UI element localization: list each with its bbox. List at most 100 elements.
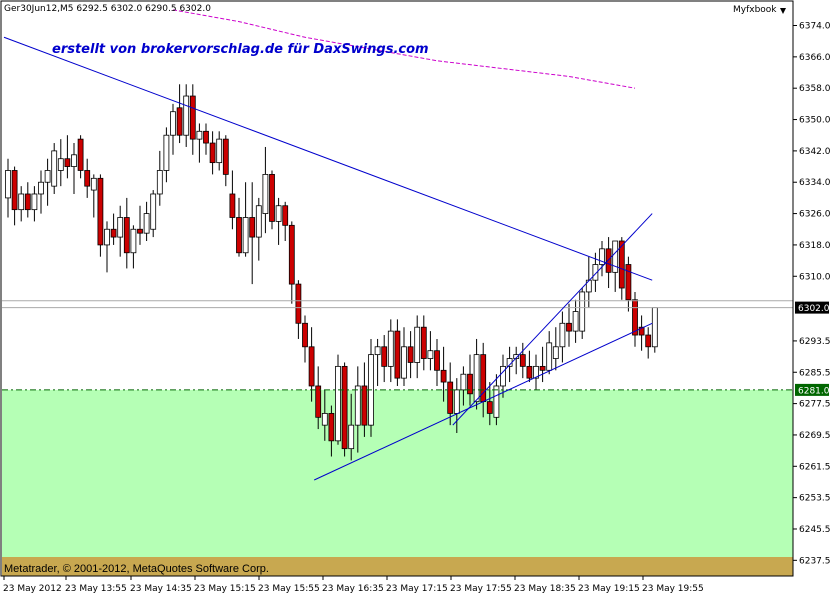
candle (374, 338, 381, 386)
x-tick-label: 23 May 19:55 (642, 584, 704, 594)
candle (163, 127, 170, 183)
candle (249, 182, 256, 285)
annotation-text: erstellt von brokervorschlag.de für DaxS… (52, 42, 429, 57)
candle-body-bull (143, 213, 150, 234)
y-tick-label: 6334.0 (799, 178, 831, 188)
candle (493, 374, 500, 426)
candle-body-bull (216, 138, 223, 164)
broker-arrow-icon (780, 8, 786, 14)
candle (236, 197, 242, 257)
candle-body-bear (645, 334, 652, 348)
candle (302, 315, 308, 363)
candle-body-bull (348, 424, 355, 450)
candle (209, 131, 216, 175)
x-tick-label: 23 May 19:15 (578, 584, 640, 594)
candle (579, 288, 586, 339)
candle-body-bull (130, 228, 137, 254)
candle (269, 170, 275, 230)
candle (189, 84, 196, 155)
x-tick-label: 23 May 18:35 (514, 584, 576, 594)
candle-body-bear (64, 158, 71, 167)
candle (5, 158, 11, 218)
candle-body-bear (526, 365, 533, 379)
candle-body-bear (295, 283, 302, 324)
x-tick-label: 23 May 16:35 (322, 584, 384, 594)
x-tick-label: 23 May 15:15 (194, 584, 256, 594)
candle-body-bull (31, 193, 38, 211)
candle (440, 346, 447, 402)
candle (44, 158, 51, 206)
candle (242, 182, 249, 257)
candle-body-bull (255, 205, 262, 238)
candle-body-bull (651, 307, 658, 348)
candle-body-bear (236, 217, 242, 254)
candle-body-bull (242, 217, 249, 254)
trendline (452, 213, 653, 426)
candle-body-bear (123, 217, 130, 254)
candle (255, 197, 262, 261)
candle (335, 354, 341, 445)
candle-body-bear (288, 224, 295, 285)
symbol-header: Ger30Jun12,M5 6292.5 6302.0 6290.5 6302.… (4, 4, 211, 14)
candle-body-bull (90, 177, 97, 191)
candle-body-bear (605, 248, 612, 273)
x-tick-label: 23 May 17:55 (450, 584, 512, 594)
candle-body-bear (222, 138, 229, 175)
x-axis: 23 May 2012 23 May 13:55 23 May 14:35 23 Ma… (1, 575, 793, 594)
candle-body-bear (137, 228, 143, 234)
candle (599, 241, 605, 277)
candle-body-bull (5, 170, 11, 199)
x-tick-label: 23 May 2012 (3, 584, 62, 594)
candle (546, 331, 553, 375)
candle (308, 327, 315, 402)
candle-body-bear (381, 346, 388, 367)
candle (645, 327, 652, 359)
svg-text:6281.0: 6281.0 (798, 386, 830, 396)
candle-body-bear (77, 138, 84, 171)
candle (51, 143, 58, 194)
candle-body-bull (71, 154, 77, 167)
candle-body-bull (150, 193, 157, 230)
candle (486, 382, 493, 426)
candle (407, 331, 414, 379)
candle-body-bull (493, 385, 500, 418)
candle (90, 174, 97, 218)
candle (401, 327, 407, 386)
trendline (3, 36, 653, 281)
candle (18, 186, 25, 222)
broker-label: Myfxbook (733, 5, 777, 15)
candle (460, 366, 467, 406)
candle (519, 342, 526, 379)
candle (625, 256, 632, 312)
candle-body-bear (519, 354, 526, 367)
candle (427, 331, 434, 371)
candle-body-bear (420, 326, 427, 359)
current-price-label: 6302.0 (795, 301, 830, 314)
candles-group (5, 84, 658, 461)
candle (110, 213, 117, 245)
candle-body-bull (156, 170, 163, 195)
y-tick-label: 6269.5 (799, 431, 831, 441)
candle-body-bull (387, 330, 394, 367)
candle-body-bear (269, 173, 275, 222)
candle (222, 135, 229, 187)
candle-body-bear (434, 350, 440, 371)
candle-body-bear (625, 264, 632, 301)
candle (170, 103, 176, 155)
candle-body-bull (38, 181, 44, 195)
candle-body-bull (533, 365, 539, 379)
candle-body-bull (414, 326, 421, 363)
y-tick-label: 6366.0 (799, 53, 831, 63)
svg-text:6302.0: 6302.0 (798, 304, 830, 314)
candle (123, 197, 130, 269)
candle-body-bear (229, 193, 236, 218)
candle-body-bull (335, 365, 341, 442)
candle-body-bull (51, 150, 58, 187)
candle-body-bull (163, 134, 170, 171)
candle-body-bull (546, 342, 553, 371)
candle-body-bear (447, 381, 454, 414)
candle-body-bear (328, 412, 335, 442)
candle-body-bull (275, 205, 282, 222)
candle (216, 131, 223, 171)
y-tick-label: 6245.5 (799, 525, 831, 535)
